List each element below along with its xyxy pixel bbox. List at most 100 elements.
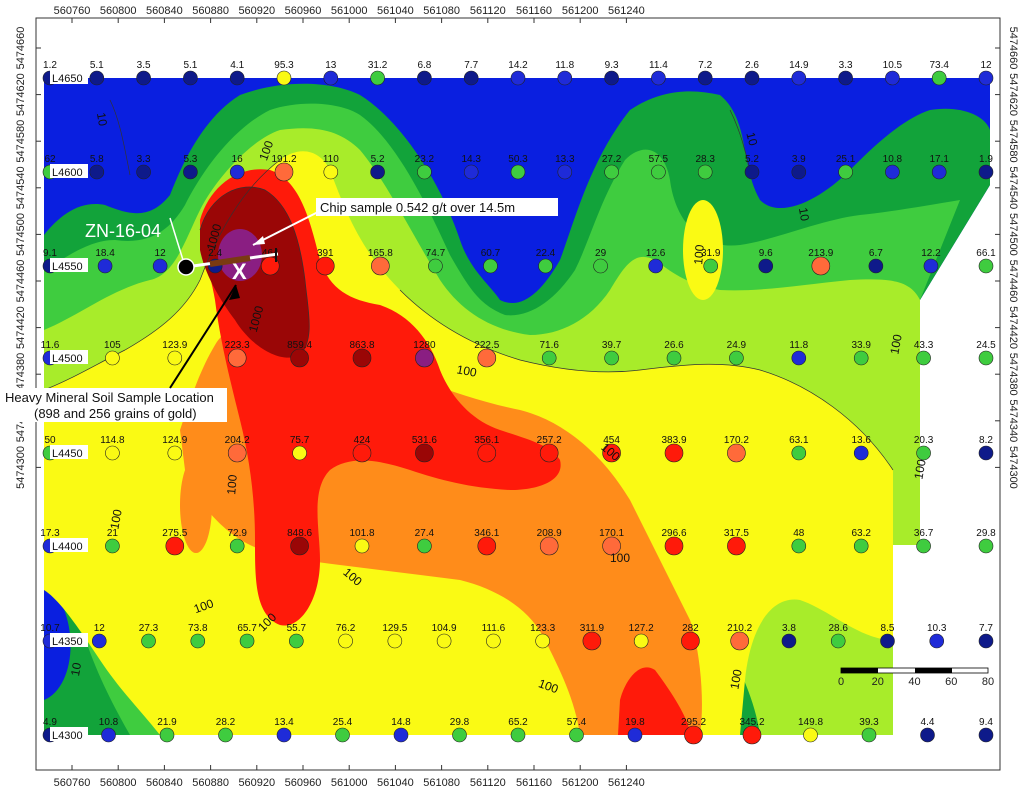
sample-value-label: 7.2 <box>698 60 712 71</box>
sample-value-label: 13.3 <box>555 154 575 165</box>
sample-value-label: 191.2 <box>271 154 296 165</box>
sample-point <box>338 633 353 649</box>
x-tick-label-top: 561200 <box>562 5 599 17</box>
drillhole-leader <box>169 217 184 261</box>
sample-value-label: 43.3 <box>914 340 934 351</box>
sample-value-label: 13.4 <box>274 717 294 728</box>
sample-point <box>539 536 559 556</box>
x-tick-label-bottom: 560880 <box>192 777 229 789</box>
sample-value-label: 72.9 <box>227 528 247 539</box>
sample-value-label: 12.2 <box>921 248 941 259</box>
x-axis-top: 560760 560800 560840 560880 560920 560960 5610… <box>54 5 645 23</box>
sample-value-label: 257.2 <box>537 435 562 446</box>
contour-label: 10 <box>743 131 760 148</box>
sample-point <box>539 443 559 463</box>
sample-point <box>477 536 497 556</box>
x-tick-label-bottom: 560920 <box>238 777 275 789</box>
x-tick-label-top: 561040 <box>377 5 414 17</box>
x-tick-label-bottom: 561160 <box>516 777 552 789</box>
survey-line-label: L4650 <box>52 73 83 85</box>
sample-point <box>742 725 762 745</box>
y-tick-label-left: 5474380 <box>15 353 27 396</box>
sample-value-label: 2.6 <box>745 60 759 71</box>
sample-point <box>136 164 151 180</box>
sample-point <box>436 633 452 649</box>
scale-tick-label: 20 <box>872 676 884 688</box>
scale-tick-label: 80 <box>982 676 994 688</box>
contour-label: 100 <box>887 333 904 355</box>
sample-value-label: 3.8 <box>782 623 796 634</box>
sample-point <box>791 164 807 180</box>
sample-point <box>538 258 553 274</box>
sample-value-label: 208.9 <box>537 528 562 539</box>
contour-fills <box>44 78 990 736</box>
sample-value-label: 39.3 <box>859 717 879 728</box>
sample-value-label: 6.7 <box>869 248 883 259</box>
sample-point <box>415 348 434 368</box>
y-axis-right: 5474660 5474620 5474580 5474540 5474500 54744… <box>995 27 1019 489</box>
sample-point <box>781 633 797 649</box>
sample-point <box>91 633 107 649</box>
sample-point <box>535 633 550 649</box>
contour-label: 10 <box>94 112 110 128</box>
contour-label: 100 <box>456 362 478 379</box>
sample-value-label: 50.3 <box>508 154 528 165</box>
sample-point <box>477 348 497 368</box>
sample-point <box>89 164 105 180</box>
fill-red-lobe <box>618 667 690 735</box>
x-tick-label-bottom: 561080 <box>423 777 460 789</box>
sample-point <box>880 633 895 649</box>
sample-point <box>978 164 994 180</box>
x-tick-label-top: 560840 <box>146 5 183 17</box>
sample-value-label: 55.7 <box>287 623 307 634</box>
sample-value-label: 170.2 <box>724 435 749 446</box>
sample-value-label: 5.1 <box>183 60 197 71</box>
sample-point <box>101 727 116 743</box>
survey-line-label: L4350 <box>52 636 83 648</box>
sample-point <box>803 727 818 743</box>
sample-point <box>354 538 370 554</box>
sample-point <box>393 727 409 743</box>
sample-value-label: 4.9 <box>43 717 57 728</box>
sample-value-label: 5.1 <box>90 60 104 71</box>
annotations: ZN-16-04 X Chip sample 0.542 g/t over 14… <box>2 198 558 422</box>
sample-point <box>978 633 994 649</box>
survey-line-label-bg <box>50 164 88 178</box>
sample-value-label: 65.2 <box>508 717 528 728</box>
sample-value-label: 29.8 <box>976 528 996 539</box>
sample-point <box>916 350 931 366</box>
survey-line-label-bg <box>50 538 88 552</box>
sample-point <box>830 633 846 649</box>
chip-sample-label-box <box>316 198 558 216</box>
sample-value-label: 9.3 <box>605 60 619 71</box>
x-tick-label-top: 561240 <box>608 5 645 17</box>
contour-label: 1000 <box>204 222 225 252</box>
sample-point <box>684 725 703 745</box>
sample-point <box>105 350 120 366</box>
sample-point <box>727 443 746 463</box>
sample-value-label: 3.3 <box>137 154 151 165</box>
sample-point <box>604 164 619 180</box>
sample-point <box>323 70 339 86</box>
y-tick-label-right: 5474460 <box>1007 260 1019 303</box>
sample-value-label: 27.2 <box>602 154 622 165</box>
sample-value-label: 11.8 <box>789 340 808 351</box>
sample-value-label: 859.4 <box>287 340 312 351</box>
x-tick-label-top: 561000 <box>331 5 368 17</box>
contour-label: 1000 <box>246 304 267 334</box>
sample-value-label: 863.8 <box>349 340 374 351</box>
y-tick-label-left: 5474420 <box>15 306 27 349</box>
heavy-mineral-label-box <box>2 388 227 422</box>
y-tick-label-left: 5474540 <box>15 166 27 209</box>
sample-point <box>371 256 390 276</box>
sample-point <box>229 538 245 554</box>
sample-value-label: 5.2 <box>371 154 385 165</box>
sample-value-label: 12 <box>155 248 167 259</box>
sample-point <box>633 633 649 649</box>
x-tick-label-bottom: 561240 <box>608 777 645 789</box>
x-tick-label-bottom: 560760 <box>54 777 91 789</box>
sample-point <box>89 70 105 86</box>
sample-value-label: 73.4 <box>929 60 949 71</box>
sample-value-label: 24.9 <box>727 340 747 351</box>
